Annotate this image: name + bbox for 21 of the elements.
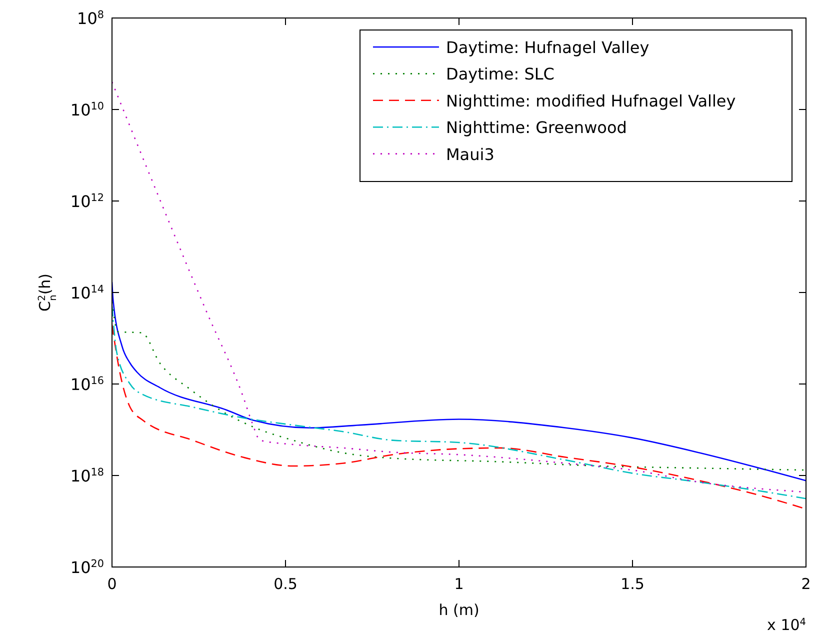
y-tick-label: 10$^{10}$ [70, 100, 104, 120]
y-tick-label: 10$^{8}$ [77, 9, 104, 28]
legend-label: Nighttime: Greenwood [446, 118, 627, 138]
y-tick-label: 10$^{20}$ [70, 558, 104, 577]
legend-label: Nighttime: modified Hufnagel Valley [446, 91, 736, 110]
line-series [112, 281, 806, 482]
legend-label: Daytime: Hufnagel Valley [446, 38, 650, 57]
y-tick-label: 10$^{12}$ [70, 192, 104, 211]
x-tick-label: 0 [107, 575, 117, 593]
y-tick-label: 10$^{16}$ [70, 375, 104, 394]
line-series [112, 301, 806, 471]
x-tick-label: 0.5 [274, 575, 298, 593]
x-axis-title: h (m) [438, 601, 480, 619]
legend-label: Daytime: SLC [446, 64, 554, 84]
y-tick-label: 10$^{18}$ [70, 466, 104, 486]
y-tick-label: 10$^{14}$ [70, 284, 104, 302]
x-tick-label: 2 [801, 575, 811, 593]
text: x 10$^{4}$ [767, 616, 806, 634]
x-tick-label: 1.5 [620, 575, 644, 593]
x-tick-label: 1 [454, 575, 464, 593]
legend-label: Maui3 [446, 144, 494, 164]
